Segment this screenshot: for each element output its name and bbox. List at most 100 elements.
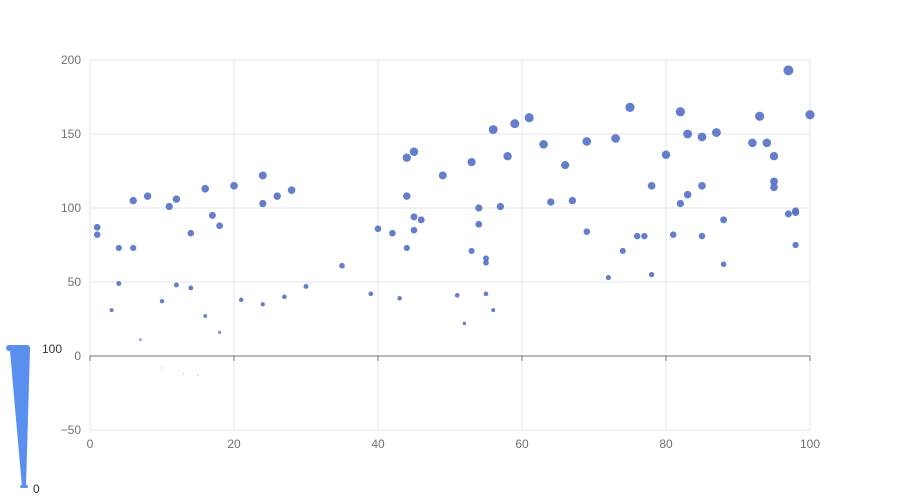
data-point[interactable] — [698, 181, 706, 190]
data-point[interactable] — [583, 228, 591, 235]
data-point[interactable] — [397, 296, 402, 301]
data-point[interactable] — [647, 181, 656, 190]
data-point[interactable] — [619, 247, 626, 254]
data-point[interactable] — [203, 314, 208, 318]
data-point[interactable] — [748, 138, 757, 148]
data-point[interactable] — [159, 299, 165, 304]
data-point[interactable] — [711, 128, 721, 137]
data-point[interactable] — [784, 210, 792, 218]
data-point[interactable] — [475, 220, 483, 228]
data-point[interactable] — [273, 192, 281, 200]
visual-map-top-cap[interactable] — [6, 345, 30, 351]
visual-map[interactable] — [6, 345, 30, 488]
data-point[interactable] — [109, 308, 114, 313]
data-point[interactable] — [188, 285, 194, 291]
data-point[interactable] — [403, 192, 411, 200]
data-point[interactable] — [491, 308, 496, 313]
visual-map-bottom-cap[interactable] — [20, 485, 28, 488]
data-point[interactable] — [130, 244, 137, 252]
data-point[interactable] — [510, 119, 520, 129]
data-point[interactable] — [282, 294, 287, 300]
data-point[interactable] — [669, 231, 677, 238]
data-point[interactable] — [547, 198, 555, 206]
data-point[interactable] — [720, 216, 728, 224]
data-point[interactable] — [218, 330, 222, 334]
data-point[interactable] — [769, 152, 779, 161]
data-point[interactable] — [438, 171, 447, 180]
data-point[interactable] — [197, 374, 199, 376]
data-point[interactable] — [762, 138, 772, 148]
data-point[interactable] — [258, 171, 267, 180]
data-point[interactable] — [468, 247, 475, 254]
data-point[interactable] — [792, 208, 800, 216]
data-point[interactable] — [483, 255, 489, 262]
data-point[interactable] — [129, 196, 137, 205]
data-point[interactable] — [454, 293, 460, 298]
data-point[interactable] — [368, 291, 374, 297]
data-point[interactable] — [720, 261, 727, 268]
data-point[interactable] — [648, 271, 655, 278]
data-point[interactable] — [483, 259, 489, 266]
data-point[interactable] — [374, 225, 382, 233]
data-point[interactable] — [605, 274, 612, 281]
data-point[interactable] — [216, 222, 223, 230]
data-point[interactable] — [611, 134, 620, 143]
data-point[interactable] — [287, 186, 296, 195]
data-point[interactable] — [410, 226, 418, 234]
data-point[interactable] — [770, 177, 778, 186]
data-point[interactable] — [93, 223, 101, 231]
data-point[interactable] — [161, 367, 163, 369]
data-point[interactable] — [483, 291, 489, 297]
data-point[interactable] — [683, 129, 693, 139]
data-point[interactable] — [641, 232, 648, 240]
data-point[interactable] — [805, 110, 815, 120]
data-point[interactable] — [792, 241, 799, 249]
data-point[interactable] — [467, 158, 476, 167]
data-point[interactable] — [402, 153, 411, 162]
visual-map-handle[interactable] — [6, 347, 30, 488]
data-point[interactable] — [770, 183, 778, 192]
data-point[interactable] — [115, 244, 122, 252]
data-point[interactable] — [183, 373, 185, 375]
data-point[interactable] — [524, 113, 534, 123]
data-point[interactable] — [755, 111, 765, 121]
data-point[interactable] — [303, 283, 309, 289]
data-point[interactable] — [633, 232, 641, 240]
data-point[interactable] — [238, 297, 244, 302]
data-point[interactable] — [503, 152, 512, 161]
data-point[interactable] — [561, 160, 570, 170]
data-point[interactable] — [139, 338, 142, 341]
data-point[interactable] — [409, 147, 419, 156]
data-point[interactable] — [496, 202, 505, 211]
data-point[interactable] — [783, 65, 794, 76]
data-point[interactable] — [165, 202, 173, 211]
data-point[interactable] — [259, 199, 267, 208]
data-point[interactable] — [417, 216, 425, 224]
data-point[interactable] — [410, 213, 418, 221]
data-point[interactable] — [475, 204, 483, 212]
data-point[interactable] — [389, 229, 396, 237]
data-point[interactable] — [143, 192, 152, 200]
data-point[interactable] — [675, 107, 686, 117]
data-point[interactable] — [683, 190, 692, 199]
data-point[interactable] — [116, 280, 122, 287]
data-point[interactable] — [625, 102, 635, 113]
data-point[interactable] — [676, 199, 685, 208]
data-point[interactable] — [187, 229, 195, 237]
data-point[interactable] — [661, 150, 671, 159]
data-point[interactable] — [172, 195, 181, 203]
data-point[interactable] — [698, 232, 706, 240]
data-point[interactable] — [339, 262, 345, 269]
data-point[interactable] — [260, 302, 265, 307]
data-point[interactable] — [403, 244, 410, 252]
data-point[interactable] — [539, 140, 548, 149]
data-point[interactable] — [488, 125, 498, 135]
data-point[interactable] — [697, 132, 707, 142]
data-point[interactable] — [93, 231, 101, 238]
data-point[interactable] — [201, 184, 210, 193]
data-point[interactable] — [582, 137, 592, 146]
data-point[interactable] — [230, 181, 238, 190]
data-point[interactable] — [462, 321, 467, 326]
data-point[interactable] — [208, 211, 216, 219]
data-point[interactable] — [173, 282, 179, 288]
